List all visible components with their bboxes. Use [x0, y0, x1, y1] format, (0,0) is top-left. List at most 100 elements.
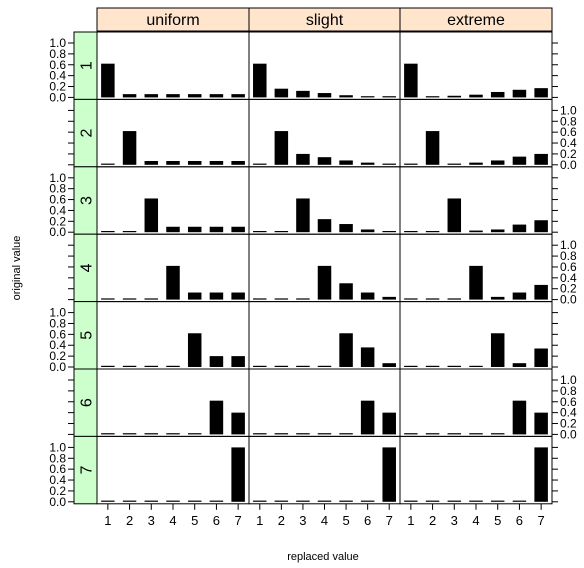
ytick-label-row5: 0.2: [49, 349, 66, 363]
bar-uniform-orig4-repl7: [231, 292, 245, 300]
bar-slight-orig4-repl6: [360, 292, 375, 300]
xtick-label-uniform-5: 5: [191, 513, 198, 528]
bar-extreme-orig6-repl5: [490, 433, 505, 435]
ytick-label-row7: 0.8: [49, 451, 66, 465]
ytick-label-row2: 0.4: [560, 136, 577, 150]
row-strip-label-5: 5: [79, 331, 96, 340]
xtick-label-extreme-2: 2: [429, 513, 436, 528]
xtick-label-extreme-5: 5: [494, 513, 501, 528]
ytick-label-row1: 1.0: [49, 36, 66, 50]
bar-extreme-orig2-repl2: [425, 131, 440, 165]
bar-uniform-orig5-repl7: [231, 356, 245, 367]
xtick-label-slight-5: 5: [342, 513, 349, 528]
bar-extreme-orig1-repl4: [469, 94, 483, 98]
bar-extreme-orig3-repl1: [404, 231, 418, 233]
bar-extreme-orig1-repl7: [534, 88, 548, 98]
bar-uniform-orig6-repl7: [231, 412, 245, 435]
bar-slight-orig3-repl6: [360, 229, 375, 233]
ytick-label-row2: 1.0: [560, 103, 577, 117]
bar-uniform-orig1-repl2: [122, 94, 137, 98]
bar-uniform-orig2-repl7: [231, 160, 245, 165]
bar-extreme-orig7-repl3: [447, 500, 462, 502]
bar-extreme-orig6-repl3: [447, 433, 462, 435]
bar-slight-orig4-repl2: [274, 298, 289, 300]
bar-slight-orig1-repl3: [296, 90, 310, 98]
ytick-label-row5: 1.0: [49, 306, 66, 320]
ytick-label-row3: 0.2: [49, 214, 66, 228]
bar-uniform-orig6-repl6: [209, 400, 224, 435]
bar-uniform-orig1-repl5: [187, 94, 202, 98]
row-strip-label-2: 2: [79, 129, 96, 138]
bar-uniform-orig5-repl1: [101, 365, 115, 367]
bar-slight-orig7-repl6: [360, 500, 375, 502]
bar-extreme-orig4-repl1: [404, 298, 418, 300]
bar-slight-orig6-repl7: [382, 412, 396, 435]
bar-uniform-orig2-repl5: [187, 160, 202, 165]
ytick-label-row2: 0.2: [560, 147, 577, 161]
xtick-label-slight-3: 3: [299, 513, 306, 528]
bar-extreme-orig3-repl2: [425, 231, 440, 233]
bar-uniform-orig3-repl3: [144, 198, 159, 233]
panel-uniform-5: [96, 301, 250, 370]
bar-slight-orig7-repl4: [317, 500, 332, 502]
bar-extreme-orig2-repl6: [512, 156, 527, 165]
strip-extreme: [399, 7, 553, 32]
bar-slight-orig2-repl2: [274, 131, 289, 165]
bar-extreme-orig5-repl2: [425, 365, 440, 367]
ytick-label-row4: 0.8: [560, 249, 577, 263]
bar-slight-orig5-repl5: [339, 333, 353, 367]
bar-slight-orig4-repl5: [339, 283, 353, 300]
panel-uniform-6: [96, 368, 250, 437]
row-strip-label-6: 6: [79, 398, 96, 407]
bar-extreme-orig5-repl1: [404, 365, 418, 367]
bar-uniform-orig5-repl2: [122, 365, 137, 367]
panel-extreme-6: [399, 368, 553, 437]
panel-slight-7: [248, 435, 401, 505]
strip-layer: uniform slight extreme 1 2 3 4 5 6 7: [73, 7, 553, 505]
ytick-label-row4: 0.0: [560, 293, 577, 307]
bar-uniform-orig7-repl5: [187, 500, 202, 502]
strip-label-slight: slight: [306, 12, 344, 29]
bar-extreme-orig6-repl1: [404, 433, 418, 435]
bar-uniform-orig3-repl1: [101, 231, 115, 233]
bar-uniform-orig7-repl7: [231, 447, 245, 502]
ytick-label-row3: 0.4: [49, 203, 66, 217]
bar-uniform-orig4-repl4: [166, 265, 180, 300]
ytick-label-row7: 0.6: [49, 462, 66, 476]
bar-slight-orig6-repl3: [296, 433, 310, 435]
panel-uniform-7: [96, 435, 250, 505]
row-strip-label-3: 3: [79, 196, 96, 205]
bar-extreme-orig3-repl5: [490, 229, 505, 233]
ytick-label-row2: 0.0: [560, 158, 577, 172]
bar-uniform-orig3-repl6: [209, 226, 224, 233]
bar-uniform-orig7-repl4: [166, 500, 180, 502]
row-strip-label-1: 1: [79, 61, 96, 70]
bar-slight-orig6-repl6: [360, 400, 375, 435]
xtick-label-uniform-4: 4: [169, 513, 176, 528]
bar-uniform-orig6-repl2: [122, 433, 137, 435]
bar-uniform-orig5-repl4: [166, 365, 180, 367]
ytick-label-row6: 0.0: [560, 427, 577, 441]
xtick-label-slight-2: 2: [278, 513, 285, 528]
ytick-label-row4: 0.4: [560, 271, 577, 285]
bar-extreme-orig1-repl5: [490, 91, 505, 98]
bar-slight-orig1-repl5: [339, 95, 353, 98]
bar-extreme-orig4-repl5: [490, 296, 505, 300]
panel-extreme-3: [399, 166, 553, 235]
bar-slight-orig5-repl2: [274, 365, 289, 367]
ytick-label-row6: 0.2: [560, 417, 577, 431]
bar-slight-orig7-repl7: [382, 447, 396, 502]
bar-slight-orig5-repl4: [317, 365, 332, 367]
bar-extreme-orig2-repl4: [469, 162, 483, 165]
axis-layer: 0.00.20.40.60.81.00.00.20.40.60.81.00.00…: [49, 36, 577, 528]
ytick-label-row6: 0.6: [560, 395, 577, 409]
ytick-label-row1: 0.2: [49, 80, 66, 94]
bar-uniform-orig2-repl3: [144, 160, 159, 165]
bar-extreme-orig1-repl3: [447, 95, 462, 98]
bar-slight-orig5-repl1: [253, 365, 267, 367]
bar-extreme-orig7-repl4: [469, 500, 483, 502]
ytick-label-row2: 0.8: [560, 114, 577, 128]
bar-uniform-orig4-repl3: [144, 298, 159, 300]
bar-extreme-orig1-repl1: [404, 63, 418, 98]
